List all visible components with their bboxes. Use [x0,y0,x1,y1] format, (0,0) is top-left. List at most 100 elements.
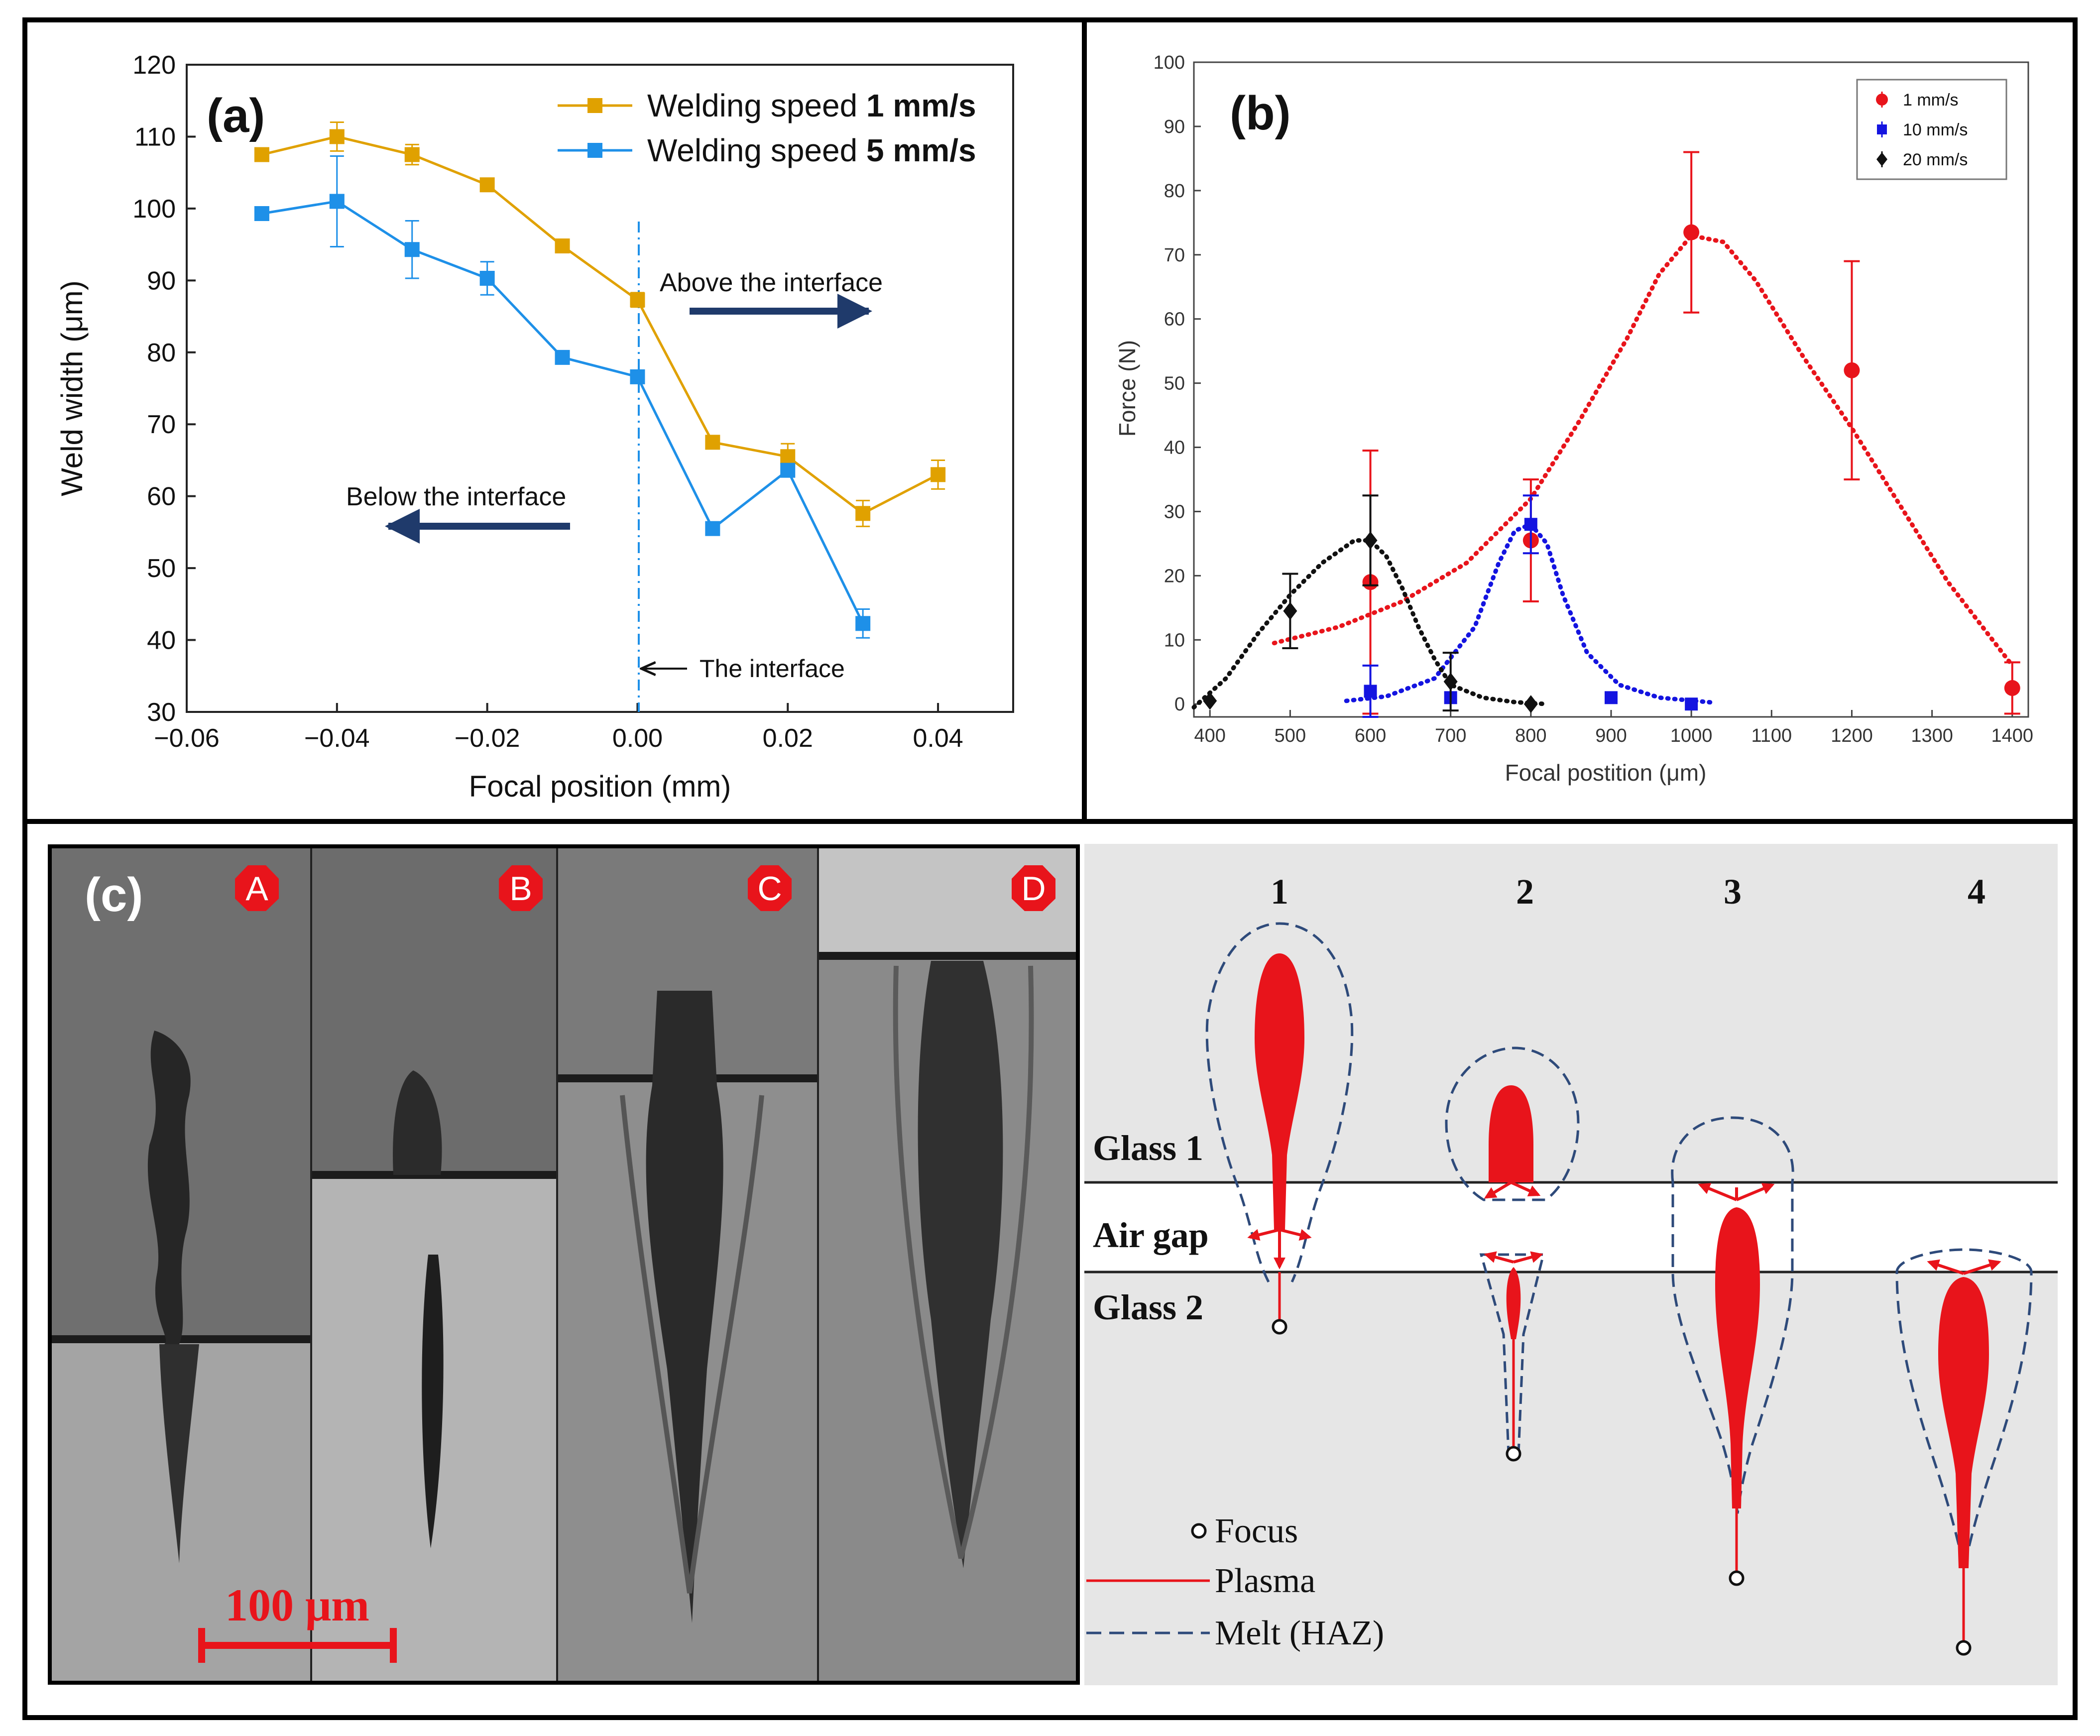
a-y-tick-label: 50 [147,554,176,583]
panel-c-label: (c) [85,868,143,922]
b-x-tick-label: 900 [1595,725,1627,746]
svg-text:B: B [509,870,532,908]
glass2-label: Glass 2 [1093,1287,1203,1327]
b-data-point [1605,691,1618,704]
panel-b-label: (b) [1230,87,1291,140]
column-1-label: 1 [1271,872,1288,912]
b-x-tick-label: 1000 [1670,725,1713,746]
a-legend-marker [587,98,602,113]
a-y-tick-label: 120 [132,51,176,80]
air-gap-label: Air gap [1093,1215,1209,1255]
b-data-point [1685,697,1698,711]
a-data-point [404,242,420,257]
a-data-point [780,449,796,464]
a-series-line-2 [261,200,864,624]
b-trend-line-1 [1272,233,2015,668]
b-data-point [1443,673,1458,691]
panel-a-x-axis-label: Focal position (mm) [469,770,731,803]
b-y-tick-label: 100 [1154,52,1185,73]
b-x-tick-label: 1100 [1751,725,1792,746]
scale-bar-label: 100 μm [225,1580,369,1630]
b-y-tick-label: 90 [1164,116,1185,137]
b-y-tick-label: 60 [1164,309,1185,330]
focus-marker-3 [1729,1570,1745,1586]
a-y-tick-label: 90 [147,266,176,295]
panel-b-ticks: 400 500 600 700 800 900 1000 1100 1200 1300 1400 0 1… [1154,52,2033,746]
a-data-point [705,435,720,450]
a-data-point [404,147,420,162]
b-legend-label: 20 mm/s [1903,150,1968,169]
legend-melt-label: Melt (HAZ) [1215,1614,1384,1652]
figure-frame [22,17,2078,1720]
a-y-tick-label: 70 [147,410,176,439]
a-y-tick-label: 40 [147,626,176,655]
b-y-tick-label: 20 [1164,566,1185,586]
b-y-tick-label: 0 [1174,694,1185,715]
a-y-tick-label: 110 [134,122,176,151]
b-legend-marker [1876,152,1887,166]
b-y-tick-label: 80 [1164,181,1185,202]
b-x-tick-label: 500 [1275,725,1306,746]
b-data-point [1363,531,1378,550]
a-data-point [254,206,269,221]
panel-a-label: (a) [207,89,265,142]
panel-a-ticks: −0.06 −0.04 −0.02 0.00 0.02 0.04 30 40 50 60 70 80 9… [132,51,963,753]
focus-marker-4 [1956,1640,1972,1656]
schematic-case-3 [1671,1116,1794,1586]
panel-b-trend-lines [1191,233,2015,710]
micrograph-b [312,848,556,1681]
a-data-point [705,521,720,536]
schematic-case-4 [1895,1248,2033,1656]
b-x-tick-label: 1400 [1991,725,2033,746]
legend-focus-label: Focus [1215,1512,1298,1550]
a-legend-label: Welding speed 1 mm/s [647,88,976,123]
b-data-point [1844,362,1860,378]
b-data-point [1524,518,1537,531]
b-x-tick-label: 1300 [1911,725,1953,746]
panel-c: (c) A [48,844,2058,1685]
column-4-label: 4 [1968,872,1985,912]
a-data-point [329,194,345,209]
b-x-tick-label: 1200 [1831,725,1873,746]
a-legend-marker [587,143,602,158]
legend-focus-icon [1191,1523,1207,1539]
a-x-tick-label: 0.04 [913,724,963,753]
b-legend-label: 10 mm/s [1903,120,1968,139]
schematic-case-2 [1445,1046,1580,1462]
panel-a-y-axis-label: Weld width (μm) [55,280,89,496]
panel-a-chart: −0.06 −0.04 −0.02 0.00 0.02 0.04 30 40 50 60 70 80 9… [55,51,1014,803]
a-y-tick-label: 100 [132,195,176,224]
a-series-line-1 [261,135,939,515]
b-y-tick-label: 50 [1164,373,1185,394]
svg-text:D: D [1021,870,1046,908]
b-trend-line-3 [1191,538,1549,710]
badge-c: C [748,865,792,911]
a-data-point [555,238,570,253]
b-y-tick-label: 10 [1164,630,1185,651]
a-data-point [555,349,570,365]
micrograph-d [819,848,1076,1681]
focus-marker-2 [1506,1446,1521,1462]
below-interface-label: Below the interface [346,482,566,511]
panel-b-x-axis-label: Focal postition (μm) [1505,760,1707,786]
a-data-point [254,147,269,162]
svg-text:A: A [245,870,268,908]
panel-b-series [1203,151,2020,718]
a-data-point [479,177,495,193]
glass1-label: Glass 1 [1093,1128,1203,1168]
svg-text:C: C [757,870,782,908]
b-legend-label: 1 mm/s [1903,91,1958,110]
panel-a-legend: Welding speed 1 mm/s Welding speed 5 mm/s [558,88,976,168]
b-x-tick-label: 800 [1515,725,1546,746]
a-y-tick-label: 30 [147,698,176,727]
above-interface-label: Above the interface [660,268,883,297]
focus-marker-1 [1272,1319,1287,1335]
a-data-point [329,129,345,144]
a-x-tick-label: −0.06 [154,724,220,753]
a-data-point [780,463,796,478]
a-data-point [855,506,871,521]
b-x-tick-label: 600 [1355,725,1386,746]
panel-b-y-axis-label: Force (N) [1114,340,1140,437]
a-data-point [630,292,645,308]
column-2-label: 2 [1516,872,1534,912]
